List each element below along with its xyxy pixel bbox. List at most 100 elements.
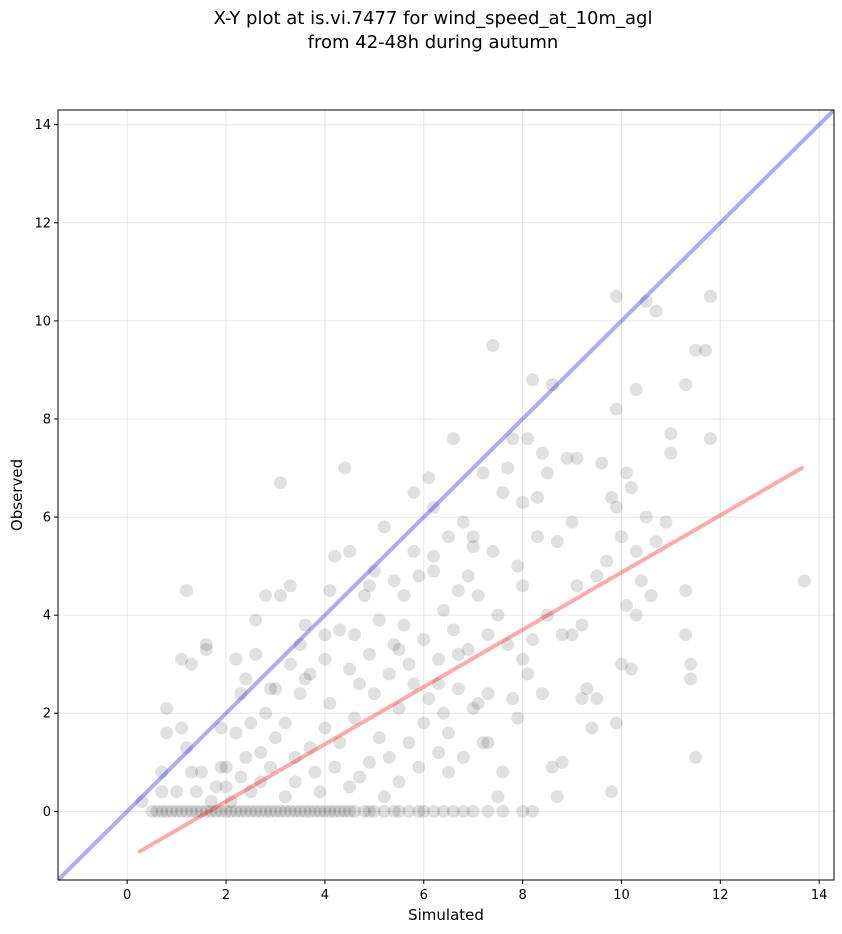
scatter-point xyxy=(155,765,169,779)
scatter-point xyxy=(466,530,480,544)
scatter-point xyxy=(506,432,520,446)
scatter-point xyxy=(219,780,233,794)
axis-ticks: 0 2 4 6 8 10 12 14 0 2 4 6 8 10 12 14 xyxy=(34,118,827,903)
scatter-point xyxy=(175,652,189,666)
x-axis-label: Simulated xyxy=(408,906,484,924)
scatter-point xyxy=(417,633,431,647)
scatter-point xyxy=(446,623,460,637)
scatter-point xyxy=(476,736,490,750)
scatter-point xyxy=(456,804,470,818)
scatter-point xyxy=(629,608,643,622)
scatter-point xyxy=(555,628,569,642)
scatter-point xyxy=(308,765,322,779)
scatter-point xyxy=(199,642,213,656)
scatter-point xyxy=(333,804,347,818)
chart-title-line-1: X-Y plot at is.vi.7477 for wind_speed_at… xyxy=(214,8,653,29)
scatter-point xyxy=(135,795,149,809)
scatter-point xyxy=(318,628,332,642)
scatter-point xyxy=(268,731,282,745)
scatter-point xyxy=(545,760,559,774)
scatter-point xyxy=(224,795,238,809)
scatter-point xyxy=(402,657,416,671)
scatter-point xyxy=(610,289,624,303)
scatter-point xyxy=(278,790,292,804)
scatter-point xyxy=(590,569,604,583)
scatter-point xyxy=(392,804,406,818)
scatter-point xyxy=(323,696,337,710)
scatter-point xyxy=(234,687,248,701)
scatter-point xyxy=(303,804,317,818)
scatter-point xyxy=(427,564,441,578)
scatter-point xyxy=(234,804,248,818)
scatter-point xyxy=(259,706,273,720)
scatter-point xyxy=(605,490,619,504)
scatter-point xyxy=(530,490,544,504)
scatter-point xyxy=(145,804,159,818)
scatter-point xyxy=(239,750,253,764)
scatter-point xyxy=(684,657,698,671)
scatter-point xyxy=(264,804,278,818)
scatter-point xyxy=(387,574,401,588)
scatter-point xyxy=(441,726,455,740)
scatter-point xyxy=(372,613,386,627)
scatter-point xyxy=(362,579,376,593)
scatter-point xyxy=(565,628,579,642)
scatter-point xyxy=(348,711,362,725)
scatter-point xyxy=(367,804,381,818)
scatter-point xyxy=(303,741,317,755)
scatter-point xyxy=(318,652,332,666)
scatter-point xyxy=(278,716,292,730)
scatter-point xyxy=(451,584,465,598)
scatter-point xyxy=(432,677,446,691)
scatter-point xyxy=(451,682,465,696)
scatter-point xyxy=(422,692,436,706)
scatter-point xyxy=(629,383,643,397)
scatter-point xyxy=(357,804,371,818)
scatter-point xyxy=(209,804,223,818)
scatter-point xyxy=(525,804,539,818)
scatter-point xyxy=(170,804,184,818)
scatter-point xyxy=(323,584,337,598)
scatter-point xyxy=(214,804,228,818)
scatter-point xyxy=(214,721,228,735)
scatter-point xyxy=(525,373,539,387)
scatter-point xyxy=(432,652,446,666)
scatter-point xyxy=(353,770,367,784)
scatter-point xyxy=(259,589,273,603)
scatter-point xyxy=(264,682,278,696)
scatter-point xyxy=(362,804,376,818)
scatter-point xyxy=(229,726,243,740)
scatter-point xyxy=(511,559,525,573)
scatter-point xyxy=(456,515,470,529)
scatter-point xyxy=(298,618,312,632)
scatter-point xyxy=(184,657,198,671)
scatter-point xyxy=(189,804,203,818)
scatter-point xyxy=(273,589,287,603)
scatter-point xyxy=(362,755,376,769)
scatter-point xyxy=(229,804,243,818)
scatter-point xyxy=(412,760,426,774)
scatter-point xyxy=(180,584,194,598)
scatter-point xyxy=(437,706,451,720)
scatter-point xyxy=(150,804,164,818)
grid xyxy=(58,110,834,880)
scatter-point xyxy=(244,716,258,730)
scatter-point xyxy=(679,378,693,392)
scatter-point xyxy=(155,785,169,799)
scatter-point xyxy=(639,510,653,524)
scatter-point xyxy=(540,608,554,622)
x-tick-label: 0 xyxy=(123,888,131,903)
scatter-point xyxy=(422,471,436,485)
scatter-point xyxy=(170,785,184,799)
y-tick-label: 4 xyxy=(43,609,51,624)
scatter-point xyxy=(160,701,174,715)
scatter-point xyxy=(417,716,431,730)
scatter-point xyxy=(525,633,539,647)
scatter-point xyxy=(441,765,455,779)
scatter-point xyxy=(249,804,263,818)
scatter-point xyxy=(407,486,421,500)
scatter-point xyxy=(288,750,302,764)
scatter-point xyxy=(387,804,401,818)
x-tick-label: 8 xyxy=(518,888,526,903)
scatter-point xyxy=(402,804,416,818)
